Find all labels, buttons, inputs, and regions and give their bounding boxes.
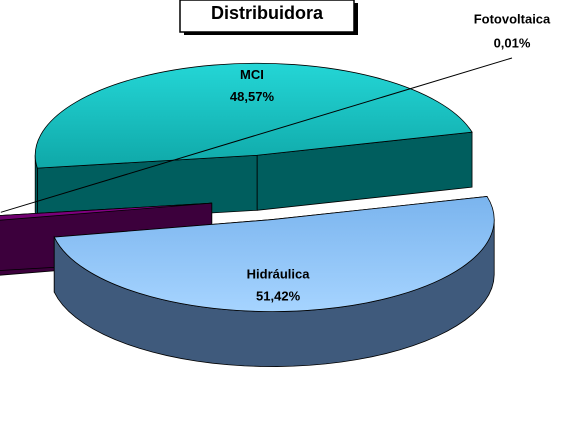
title-frame xyxy=(179,0,355,33)
title-box: Distribuidora xyxy=(179,0,358,35)
slice-label: Hidráulica xyxy=(247,266,311,281)
value-label: 51,42% xyxy=(256,288,301,303)
value-label: 48,57% xyxy=(230,89,275,104)
value-label: 0,01% xyxy=(494,35,531,50)
slice xyxy=(34,62,473,224)
slice-top xyxy=(34,62,473,169)
slice-top xyxy=(53,195,495,312)
slice-top xyxy=(0,202,212,221)
pie xyxy=(0,62,495,367)
leader-line xyxy=(0,57,513,213)
chart-title: Distribuidora xyxy=(211,3,324,23)
slice-label: MCI xyxy=(240,67,264,82)
slice xyxy=(53,195,495,367)
slice-label: Fotovoltaica xyxy=(474,11,551,26)
